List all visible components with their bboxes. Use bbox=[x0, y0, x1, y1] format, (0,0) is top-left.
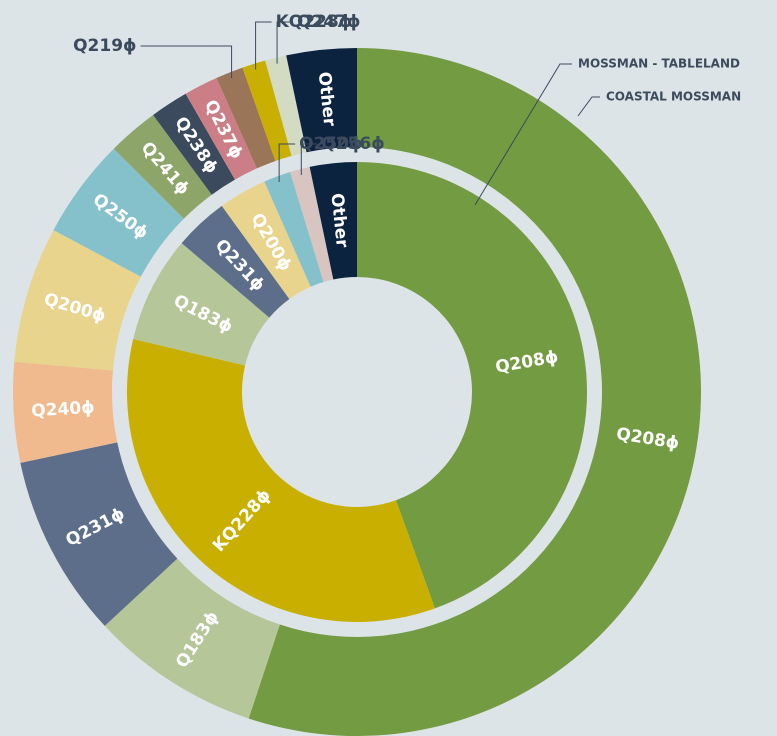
slice-label: Q219ɸ bbox=[73, 36, 136, 56]
leader-line bbox=[213, 45, 233, 79]
leader-line bbox=[255, 21, 272, 70]
slice bbox=[53, 148, 184, 277]
slice-label: Q247ɸ bbox=[297, 12, 360, 32]
slice-label: Q240ɸ bbox=[31, 398, 96, 422]
slice bbox=[104, 558, 280, 719]
slice-label: Q256ɸ bbox=[321, 134, 384, 154]
slice bbox=[248, 48, 702, 736]
slice bbox=[14, 230, 141, 371]
slice bbox=[126, 339, 435, 622]
series-label: COASTAL MOSSMAN bbox=[606, 90, 741, 104]
slice bbox=[216, 67, 276, 169]
leader-line bbox=[474, 63, 572, 206]
slice bbox=[286, 48, 357, 153]
slice bbox=[264, 171, 324, 287]
leader-line bbox=[278, 143, 296, 182]
slice bbox=[242, 60, 292, 161]
slice bbox=[309, 162, 357, 280]
slice bbox=[357, 162, 587, 609]
slice-label: Q250ɸ bbox=[299, 134, 362, 154]
slice bbox=[20, 442, 178, 626]
series-label: MOSSMAN - TABLELAND bbox=[578, 57, 740, 71]
slice bbox=[265, 55, 307, 156]
slice bbox=[290, 166, 334, 282]
slice bbox=[153, 93, 235, 195]
slice-label: KQ228ɸ bbox=[276, 12, 353, 32]
leader-line bbox=[300, 143, 318, 176]
slice bbox=[181, 205, 290, 318]
slice bbox=[133, 243, 270, 366]
slice bbox=[113, 114, 212, 219]
slice bbox=[221, 181, 311, 299]
leader-line bbox=[276, 21, 294, 64]
slice bbox=[12, 361, 118, 463]
slice bbox=[185, 78, 257, 180]
leader-line bbox=[577, 96, 600, 117]
